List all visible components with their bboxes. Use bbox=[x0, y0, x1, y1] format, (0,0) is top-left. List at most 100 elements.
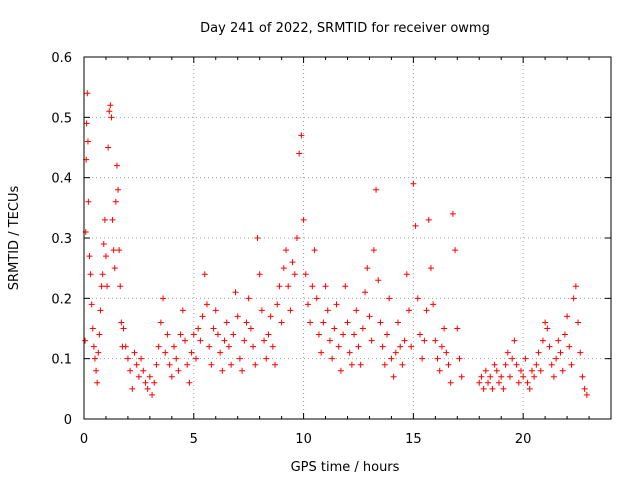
data-point bbox=[283, 247, 290, 254]
data-point bbox=[110, 247, 117, 254]
data-point bbox=[142, 379, 149, 386]
data-point bbox=[577, 349, 584, 356]
x-tick-label: 5 bbox=[190, 432, 198, 447]
data-point bbox=[208, 361, 215, 368]
data-point bbox=[480, 385, 487, 392]
data-point bbox=[344, 319, 351, 326]
data-point bbox=[83, 120, 90, 127]
data-point bbox=[175, 367, 182, 374]
data-point bbox=[87, 271, 94, 278]
data-point bbox=[289, 259, 296, 266]
data-point bbox=[555, 337, 562, 344]
data-point bbox=[162, 349, 169, 356]
y-tick-label: 0.3 bbox=[51, 232, 72, 247]
data-point bbox=[173, 355, 180, 362]
data-point bbox=[362, 289, 369, 296]
data-point bbox=[122, 343, 129, 350]
data-point bbox=[225, 343, 232, 350]
data-point bbox=[405, 307, 412, 314]
data-point bbox=[285, 283, 292, 290]
data-point bbox=[386, 295, 393, 302]
data-point bbox=[364, 265, 371, 272]
data-point bbox=[482, 367, 489, 374]
data-point bbox=[252, 361, 259, 368]
y-axis-label: SRMTID / TECUs bbox=[7, 186, 22, 291]
data-point bbox=[561, 331, 568, 338]
data-point bbox=[94, 379, 101, 386]
data-point bbox=[575, 319, 582, 326]
data-point bbox=[357, 361, 364, 368]
data-point bbox=[267, 313, 274, 320]
data-point bbox=[515, 379, 522, 386]
x-axis-label: GPS time / hours bbox=[291, 460, 400, 475]
data-point bbox=[568, 361, 575, 368]
data-point bbox=[101, 216, 108, 223]
data-point bbox=[84, 90, 91, 97]
data-point bbox=[351, 331, 358, 338]
data-point bbox=[434, 355, 441, 362]
data-point bbox=[291, 271, 298, 278]
data-point bbox=[99, 271, 106, 278]
data-point bbox=[118, 319, 125, 326]
data-point bbox=[261, 337, 268, 344]
data-point bbox=[280, 265, 287, 272]
data-point bbox=[487, 373, 494, 380]
data-point bbox=[184, 361, 191, 368]
plot-frame bbox=[83, 56, 612, 420]
data-point bbox=[496, 379, 503, 386]
data-point bbox=[447, 379, 454, 386]
data-point bbox=[217, 349, 224, 356]
x-tick-label: 20 bbox=[515, 432, 532, 447]
data-point bbox=[531, 373, 538, 380]
data-point bbox=[373, 186, 380, 193]
data-point bbox=[438, 343, 445, 350]
data-point bbox=[250, 343, 257, 350]
data-point bbox=[97, 307, 104, 314]
data-point bbox=[84, 138, 91, 145]
data-point bbox=[254, 235, 261, 241]
data-point bbox=[550, 373, 557, 380]
data-point bbox=[478, 373, 485, 380]
data-point bbox=[232, 289, 239, 296]
data-point bbox=[140, 367, 147, 374]
data-point bbox=[502, 361, 509, 368]
data-point bbox=[243, 319, 250, 326]
data-point bbox=[340, 331, 347, 338]
data-point bbox=[149, 391, 156, 398]
data-point bbox=[570, 295, 577, 302]
data-point bbox=[337, 367, 344, 374]
data-point bbox=[146, 373, 153, 380]
data-point bbox=[300, 216, 307, 223]
data-point bbox=[307, 319, 314, 326]
data-point bbox=[353, 307, 360, 314]
data-point bbox=[236, 355, 243, 362]
chart-title: Day 241 of 2022, SRMTID for receiver owm… bbox=[200, 21, 490, 36]
data-point bbox=[370, 247, 377, 254]
data-point bbox=[276, 283, 283, 290]
data-point bbox=[476, 379, 483, 386]
data-point bbox=[197, 337, 204, 344]
data-point bbox=[86, 253, 93, 260]
x-tick-label: 10 bbox=[295, 432, 312, 447]
data-point bbox=[546, 343, 553, 350]
data-point bbox=[456, 355, 463, 362]
data-point bbox=[109, 216, 116, 223]
data-point bbox=[206, 343, 213, 350]
data-point bbox=[419, 355, 426, 362]
data-point bbox=[506, 373, 513, 380]
data-point bbox=[390, 373, 397, 380]
data-point bbox=[458, 373, 465, 380]
data-point bbox=[414, 295, 421, 302]
data-point bbox=[436, 367, 443, 374]
data-point bbox=[115, 186, 122, 193]
data-point bbox=[153, 361, 160, 368]
data-point bbox=[91, 355, 98, 362]
data-point bbox=[392, 349, 399, 356]
data-point bbox=[326, 337, 333, 344]
data-point bbox=[171, 343, 178, 350]
data-point bbox=[199, 313, 206, 320]
data-point bbox=[489, 385, 496, 392]
data-point bbox=[272, 361, 279, 368]
data-point bbox=[117, 283, 124, 290]
data-point bbox=[263, 355, 270, 362]
